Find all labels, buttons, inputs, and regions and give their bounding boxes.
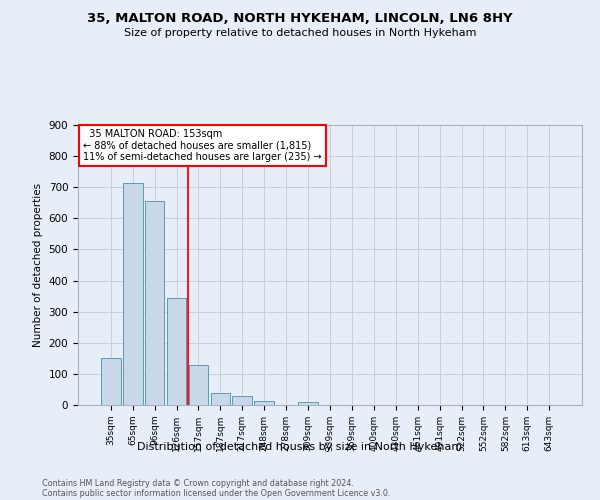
Bar	[123, 182, 143, 405]
Text: Contains public sector information licensed under the Open Government Licence v3: Contains public sector information licen…	[42, 489, 391, 498]
Bar	[211, 392, 230, 405]
Bar	[145, 201, 164, 405]
Bar	[101, 358, 121, 405]
Bar	[232, 396, 252, 405]
Text: Contains HM Land Registry data © Crown copyright and database right 2024.: Contains HM Land Registry data © Crown c…	[42, 479, 354, 488]
Text: 35 MALTON ROAD: 153sqm
← 88% of detached houses are smaller (1,815)
11% of semi-: 35 MALTON ROAD: 153sqm ← 88% of detached…	[83, 129, 322, 162]
Text: Distribution of detached houses by size in North Hykeham: Distribution of detached houses by size …	[137, 442, 463, 452]
Bar	[298, 402, 318, 405]
Bar	[167, 298, 187, 405]
Text: Size of property relative to detached houses in North Hykeham: Size of property relative to detached ho…	[124, 28, 476, 38]
Bar	[188, 364, 208, 405]
Bar	[254, 402, 274, 405]
Y-axis label: Number of detached properties: Number of detached properties	[33, 183, 43, 347]
Text: 35, MALTON ROAD, NORTH HYKEHAM, LINCOLN, LN6 8HY: 35, MALTON ROAD, NORTH HYKEHAM, LINCOLN,…	[87, 12, 513, 26]
